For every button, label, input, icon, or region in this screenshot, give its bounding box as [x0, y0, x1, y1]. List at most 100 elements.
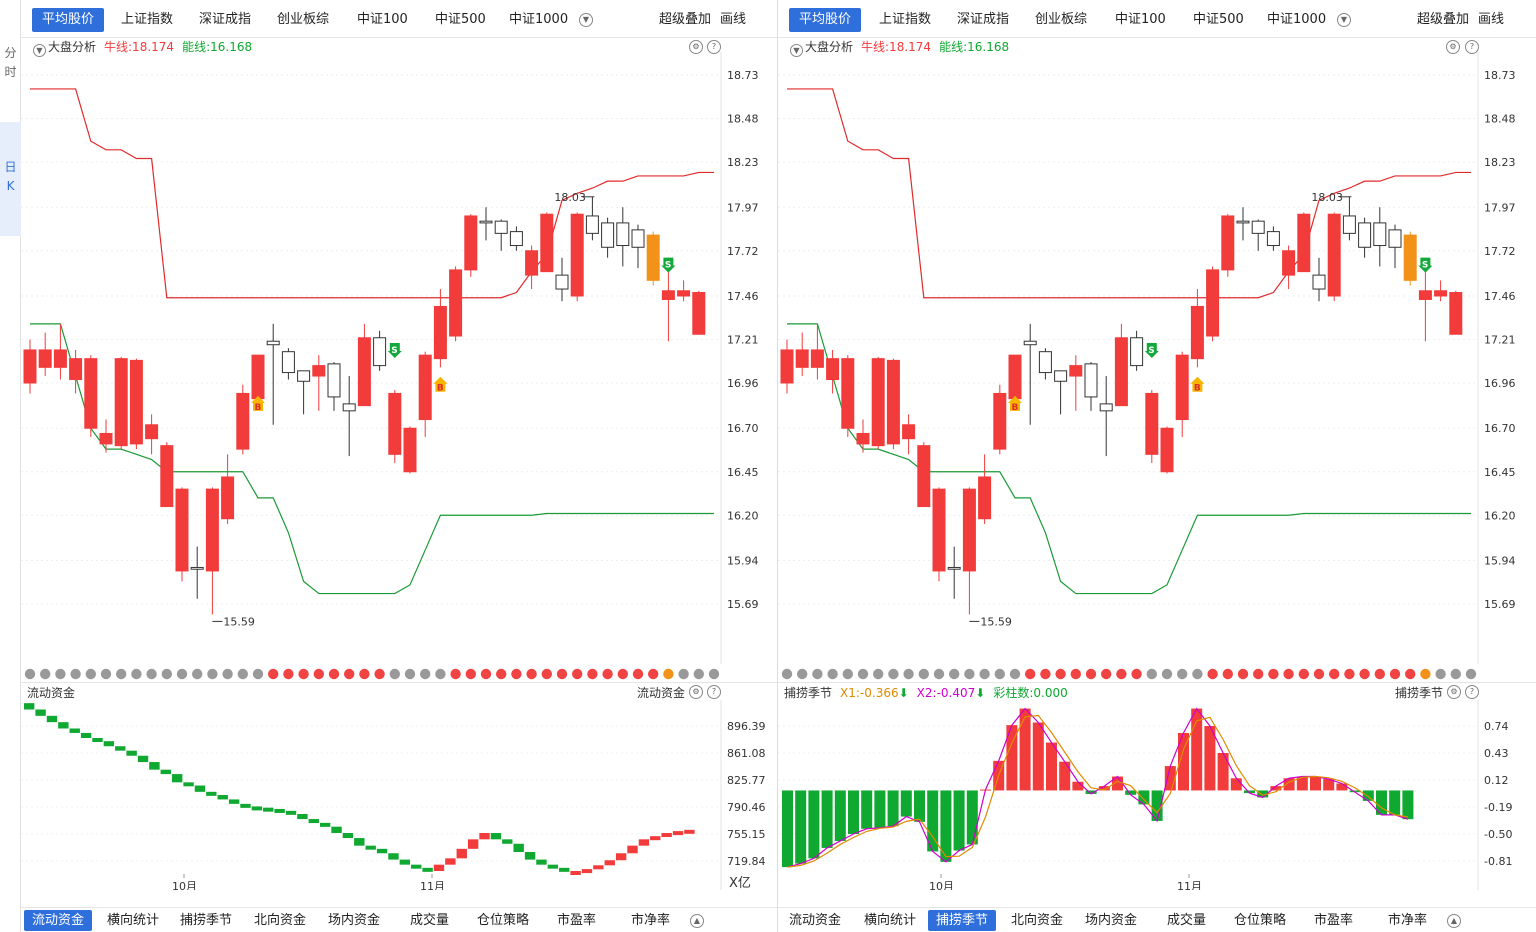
candle-body	[84, 358, 98, 429]
sub-settings-icon[interactable]: ⚙	[1447, 685, 1461, 699]
btab-pe[interactable]: 市盈率	[1314, 913, 1354, 928]
overlay-button[interactable]: 超级叠加	[659, 12, 712, 27]
tab-average-price[interactable]: 平均股价	[789, 8, 862, 32]
fund-block	[171, 774, 183, 783]
y-tick-label: 17.97	[1484, 201, 1516, 214]
tab-csi100[interactable]: 中证100	[357, 12, 408, 27]
signal-dot	[1222, 668, 1233, 680]
candle-body	[886, 359, 900, 445]
sub-help-icon[interactable]: ?	[1465, 685, 1479, 699]
sub-indicator-name-right[interactable]: 捕捞季节	[1395, 686, 1444, 700]
harvest-season-chart[interactable]: 0.74 0.43 0.12 -0.19 -0.50 -0.81 10月 11月	[778, 700, 1536, 890]
signal-dot-row	[24, 668, 720, 680]
indicator-name[interactable]: 大盘分析	[48, 40, 97, 54]
sidebar-item-day-k[interactable]: 日 K	[0, 122, 21, 236]
help-icon[interactable]: ?	[707, 40, 721, 54]
signal-dot	[40, 668, 51, 680]
candle-body	[418, 354, 432, 421]
signal-dot	[602, 668, 613, 680]
signal-dot	[1055, 668, 1066, 680]
tab-shanghai-index[interactable]: 上证指数	[879, 12, 932, 27]
chevron-down-icon[interactable]: ▼	[1337, 13, 1351, 27]
buy-signal-label: B	[1194, 384, 1201, 394]
fund-block	[308, 819, 319, 824]
fund-block	[274, 808, 285, 813]
help-icon[interactable]: ?	[1465, 40, 1479, 54]
signal-dot	[1207, 668, 1218, 680]
draw-line-button[interactable]: 画线	[1478, 12, 1505, 27]
btab-position[interactable]: 仓位策略	[477, 913, 530, 928]
buy-signal-icon	[433, 376, 448, 392]
btab-northbound[interactable]: 北向资金	[254, 913, 307, 928]
tab-shenzhen-index[interactable]: 深证成指	[199, 12, 252, 27]
tab-csi500[interactable]: 中证500	[1193, 12, 1244, 27]
tab-average-price[interactable]: 平均股价	[32, 8, 105, 32]
candle-body	[585, 215, 599, 234]
overlay-button[interactable]: 超级叠加	[1417, 12, 1470, 27]
sub-indicator-name[interactable]: 捕捞季节	[784, 686, 833, 700]
candle-body	[947, 566, 961, 570]
btab-horizontal-stats[interactable]: 横向统计	[107, 913, 160, 928]
candle-body	[1175, 354, 1189, 421]
btab-onfloor-funds[interactable]: 场内资金	[1085, 913, 1138, 928]
liquid-funds-chart[interactable]: 896.39 861.08 825.77 790.46 755.15 719.84 10月 1…	[21, 700, 778, 890]
y-tick-label: 17.72	[727, 245, 759, 258]
btab-harvest-season[interactable]: 捕捞季节	[180, 913, 233, 928]
tab-csi1000[interactable]: 中证1000	[1267, 12, 1327, 27]
tab-csi1000[interactable]: 中证1000	[509, 12, 569, 27]
btab-liquid-funds[interactable]: 流动资金	[24, 910, 93, 931]
candle-body	[1327, 213, 1341, 297]
tab-chinext[interactable]: 创业板综	[277, 12, 330, 27]
signal-dot	[146, 668, 157, 680]
settings-gear-icon[interactable]: ⚙	[689, 40, 703, 54]
signal-dot	[496, 668, 507, 680]
indicator-dropdown-icon[interactable]: ▼	[790, 44, 803, 57]
tab-shenzhen-index[interactable]: 深证成指	[957, 12, 1010, 27]
sub-indicator-name[interactable]: 流动资金	[27, 686, 76, 700]
indicator-name[interactable]: 大盘分析	[805, 40, 854, 54]
signal-dot	[1465, 668, 1477, 680]
candle-body	[661, 290, 675, 300]
sub-indicator-name-right[interactable]: 流动资金	[637, 686, 686, 700]
sidebar-item-minute[interactable]: 分 时	[4, 46, 17, 79]
chevron-down-icon[interactable]: ▼	[579, 13, 593, 27]
fund-block	[524, 852, 536, 860]
tab-csi100[interactable]: 中证100	[1115, 12, 1166, 27]
indicator-dropdown-icon[interactable]: ▼	[33, 44, 46, 57]
fund-block	[513, 843, 524, 852]
y-tick-label: 896.39	[727, 720, 766, 733]
btab-pb[interactable]: 市净率	[1388, 913, 1428, 928]
candlestick-chart[interactable]: 18.73 18.48 18.23 17.97 17.72 17.46 17.21 16.96…	[778, 52, 1536, 664]
signal-dot	[1009, 668, 1021, 680]
draw-line-button[interactable]: 画线	[720, 12, 747, 27]
tab-csi500[interactable]: 中证500	[435, 12, 486, 27]
btab-pe[interactable]: 市盈率	[557, 913, 597, 928]
candle-body	[433, 305, 447, 360]
candle-body	[403, 427, 417, 473]
sub-settings-icon[interactable]: ⚙	[689, 685, 703, 699]
candle-body	[902, 424, 916, 440]
btab-volume[interactable]: 成交量	[410, 913, 450, 928]
btab-horizontal-stats[interactable]: 横向统计	[864, 913, 917, 928]
candle-body	[357, 337, 371, 407]
settings-gear-icon[interactable]: ⚙	[1446, 40, 1460, 54]
btab-harvest-season[interactable]: 捕捞季节	[928, 910, 997, 931]
candlestick-chart[interactable]: 18.73 18.48 18.23 17.97 17.72 17.46 17.21 16.96…	[21, 52, 778, 664]
signal-dot	[1435, 668, 1446, 680]
tab-shanghai-index[interactable]: 上证指数	[121, 12, 174, 27]
btab-volume[interactable]: 成交量	[1167, 913, 1207, 928]
btab-position[interactable]: 仓位策略	[1234, 913, 1287, 928]
harvest-bar	[1098, 786, 1110, 791]
candle-body	[1206, 269, 1220, 337]
btab-onfloor-funds[interactable]: 场内资金	[328, 913, 381, 928]
candle-body	[342, 403, 356, 412]
expand-up-icon[interactable]: ▲	[1447, 914, 1461, 928]
expand-up-icon[interactable]: ▲	[690, 914, 704, 928]
y-tick-label: 15.69	[727, 598, 759, 611]
y-tick-label: 15.94	[727, 554, 759, 567]
sub-help-icon[interactable]: ?	[707, 685, 721, 699]
btab-liquid-funds[interactable]: 流动资金	[789, 913, 842, 928]
btab-northbound[interactable]: 北向资金	[1011, 913, 1064, 928]
tab-chinext[interactable]: 创业板综	[1035, 12, 1088, 27]
btab-pb[interactable]: 市净率	[631, 913, 671, 928]
